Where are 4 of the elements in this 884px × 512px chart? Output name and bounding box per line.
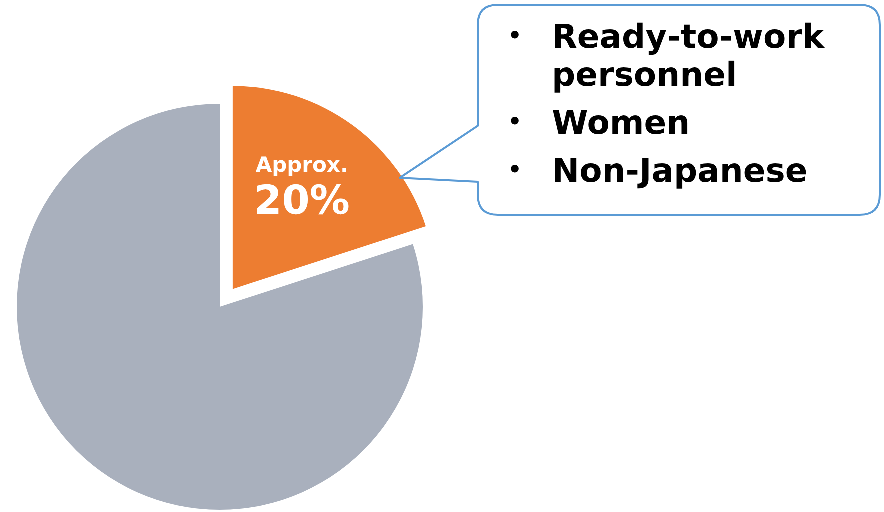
text: • Women	[508, 103, 690, 142]
text: • Non-Japanese	[508, 151, 808, 190]
data-label: Approx. 20%	[254, 152, 350, 224]
text: • Ready-to-work personnel	[508, 17, 824, 94]
